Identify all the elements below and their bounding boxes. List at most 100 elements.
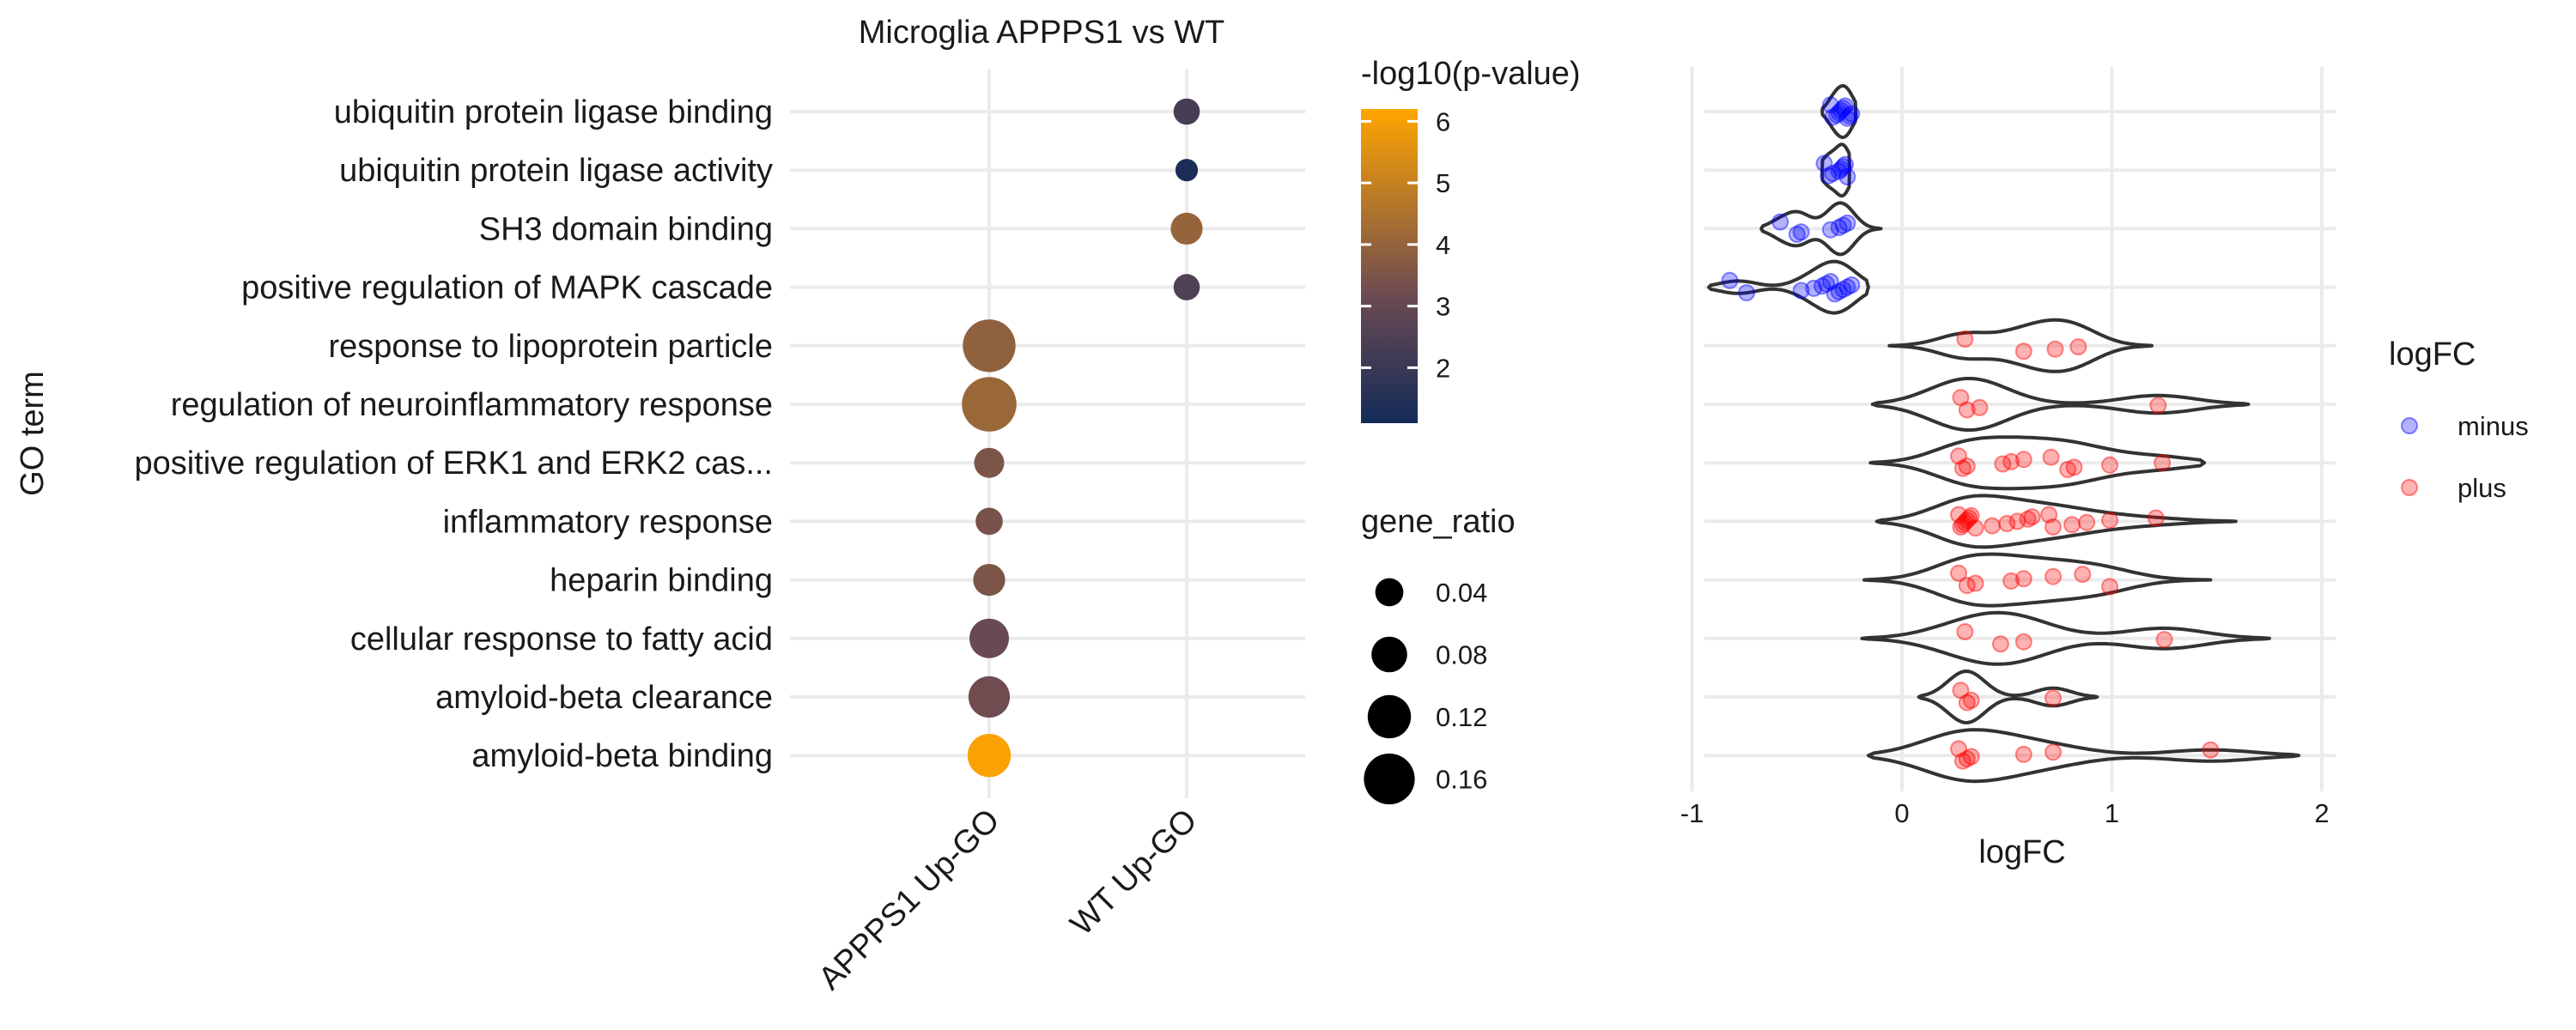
violin-shape	[1870, 377, 2251, 432]
violin-point	[1832, 101, 1850, 119]
dotplot-point	[975, 507, 1003, 536]
violin-point	[1792, 223, 1810, 241]
violin-point	[1838, 278, 1856, 296]
violin-point	[1962, 748, 1980, 766]
violin-point	[1952, 682, 1970, 700]
violin-point	[2002, 572, 2020, 590]
gene-ratio-legend-label: 0.04	[1436, 578, 1487, 608]
dotplot-y-tick-label: ubiquitin protein ligase binding	[334, 94, 773, 130]
violin-point	[1834, 100, 1852, 118]
violin-point	[1956, 513, 1974, 531]
pvalue-legend-tick-label: 2	[1436, 353, 1450, 383]
violin-point	[1958, 577, 1976, 595]
dotplot-y-tick-label: amyloid-beta binding	[471, 738, 773, 774]
violin-point	[2014, 451, 2032, 469]
violin-point	[2101, 578, 2119, 596]
violin-x-tick-label: -1	[1680, 798, 1704, 828]
violin-point	[1958, 750, 1976, 768]
gene-ratio-legend-label: 0.12	[1436, 702, 1487, 732]
dotplot-y-tick-labels: ubiquitin protein ligase binding ubiquiti…	[134, 94, 773, 774]
gene-ratio-legend-label: 0.08	[1436, 640, 1487, 670]
gene-ratio-size-legend: gene_ratio 0.04 0.08 0.12 0.16	[1361, 504, 1516, 805]
violin-point	[2044, 567, 2063, 585]
violin-point	[1966, 574, 1984, 592]
violin-x-axis-title: logFC	[1978, 834, 2065, 870]
violin-point	[1991, 635, 2009, 653]
violin-point	[2014, 745, 2032, 763]
violin-point	[1971, 398, 1989, 416]
dotplot-point	[1170, 212, 1203, 245]
violin-shape	[1820, 84, 1858, 139]
violin-grid	[1690, 67, 2336, 791]
violin-point	[1821, 273, 1839, 291]
violin-point	[2014, 342, 2032, 360]
violin-shape	[1917, 670, 2099, 724]
violin-point	[1721, 271, 1739, 289]
violin-point	[1792, 282, 1810, 300]
dotplot-point	[969, 618, 1009, 658]
violin-point	[2014, 633, 2032, 651]
violin-point	[2014, 570, 2032, 588]
violin-point	[1843, 276, 1861, 294]
violin-point	[1830, 282, 1848, 300]
violin-point	[1838, 168, 1856, 185]
violin-shape	[1866, 728, 2301, 784]
violin-point	[1832, 160, 1850, 178]
dotplot-title: Microglia APPPS1 vs WT	[859, 15, 1225, 51]
gene-ratio-legend-key	[1375, 578, 1404, 607]
violin-point	[2101, 456, 2119, 474]
violin-point	[1950, 447, 1968, 465]
pvalue-colorbar	[1361, 109, 1418, 423]
violin-point	[1817, 275, 1835, 293]
gene-ratio-legend-key	[1371, 636, 1407, 673]
dotplot-point	[1173, 98, 1200, 125]
violin-x-tick-label: 1	[2105, 798, 2119, 828]
violin-point	[1830, 104, 1848, 122]
violin-x-tick-label: 2	[2314, 798, 2329, 828]
violin-point	[1820, 167, 1838, 185]
violin-x-tick-labels: -1 0 1 2	[1680, 798, 2330, 828]
logfc-legend-items: minus plus	[2401, 411, 2529, 503]
violin-point	[1836, 97, 1854, 115]
dotplot-y-tick-label: ubiquitin protein ligase activity	[339, 153, 773, 189]
dotplot-point	[963, 319, 1016, 373]
violin-shape	[1707, 259, 1870, 315]
violin-point	[1838, 109, 1856, 127]
dotplot-y-tick-label: positive regulation of ERK1 and ERK2 cas…	[134, 445, 773, 482]
violin-point	[1821, 221, 1839, 239]
violin-point	[1952, 518, 1970, 536]
dotplot-y-tick-label: SH3 domain binding	[479, 211, 773, 247]
violin-point	[1821, 96, 1839, 114]
violin-point	[1834, 158, 1852, 176]
violin-point	[2147, 509, 2165, 527]
violin-point	[1805, 279, 1823, 297]
gene-ratio-legend-key	[1364, 753, 1415, 805]
violin-point	[2065, 458, 2083, 476]
pvalue-legend-tick-label: 6	[1436, 106, 1450, 136]
violin-point	[1788, 225, 1806, 243]
violin-shape	[1759, 201, 1883, 257]
violin-point	[1830, 162, 1848, 180]
violin-point	[1814, 277, 1832, 295]
violin-point	[2044, 518, 2063, 536]
pvalue-color-legend: -log10(p-value) 2 3 4 5 6	[1361, 56, 1581, 423]
dotplot-y-tick-label: response to lipoprotein particle	[328, 329, 773, 365]
dotplot-point	[1173, 274, 1200, 300]
dotplot-y-tick-label: heparin binding	[550, 563, 773, 599]
violin-point	[1953, 752, 1971, 770]
violin-point	[1956, 330, 1974, 348]
dotplot-x-tick-label: WT Up-GO	[1064, 803, 1205, 943]
violin-point	[1958, 512, 1976, 530]
dotplot-points	[962, 98, 1203, 778]
violin-point	[2078, 513, 2096, 531]
dotplot-point	[974, 447, 1005, 478]
violin-point	[2002, 452, 2020, 470]
dotplot-point	[973, 564, 1005, 597]
violin-point	[1836, 155, 1854, 173]
logfc-legend-key	[2401, 417, 2418, 434]
violin-point	[2040, 506, 2058, 524]
violin-point	[2008, 512, 2026, 530]
dotplot-grid	[790, 69, 1305, 798]
logfc-legend: logFC minus plus	[2389, 336, 2529, 503]
pvalue-legend-tick-label: 3	[1436, 292, 1450, 322]
